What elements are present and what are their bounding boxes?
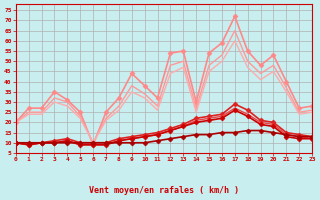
X-axis label: Vent moyen/en rafales ( km/h ): Vent moyen/en rafales ( km/h ) <box>89 186 239 195</box>
